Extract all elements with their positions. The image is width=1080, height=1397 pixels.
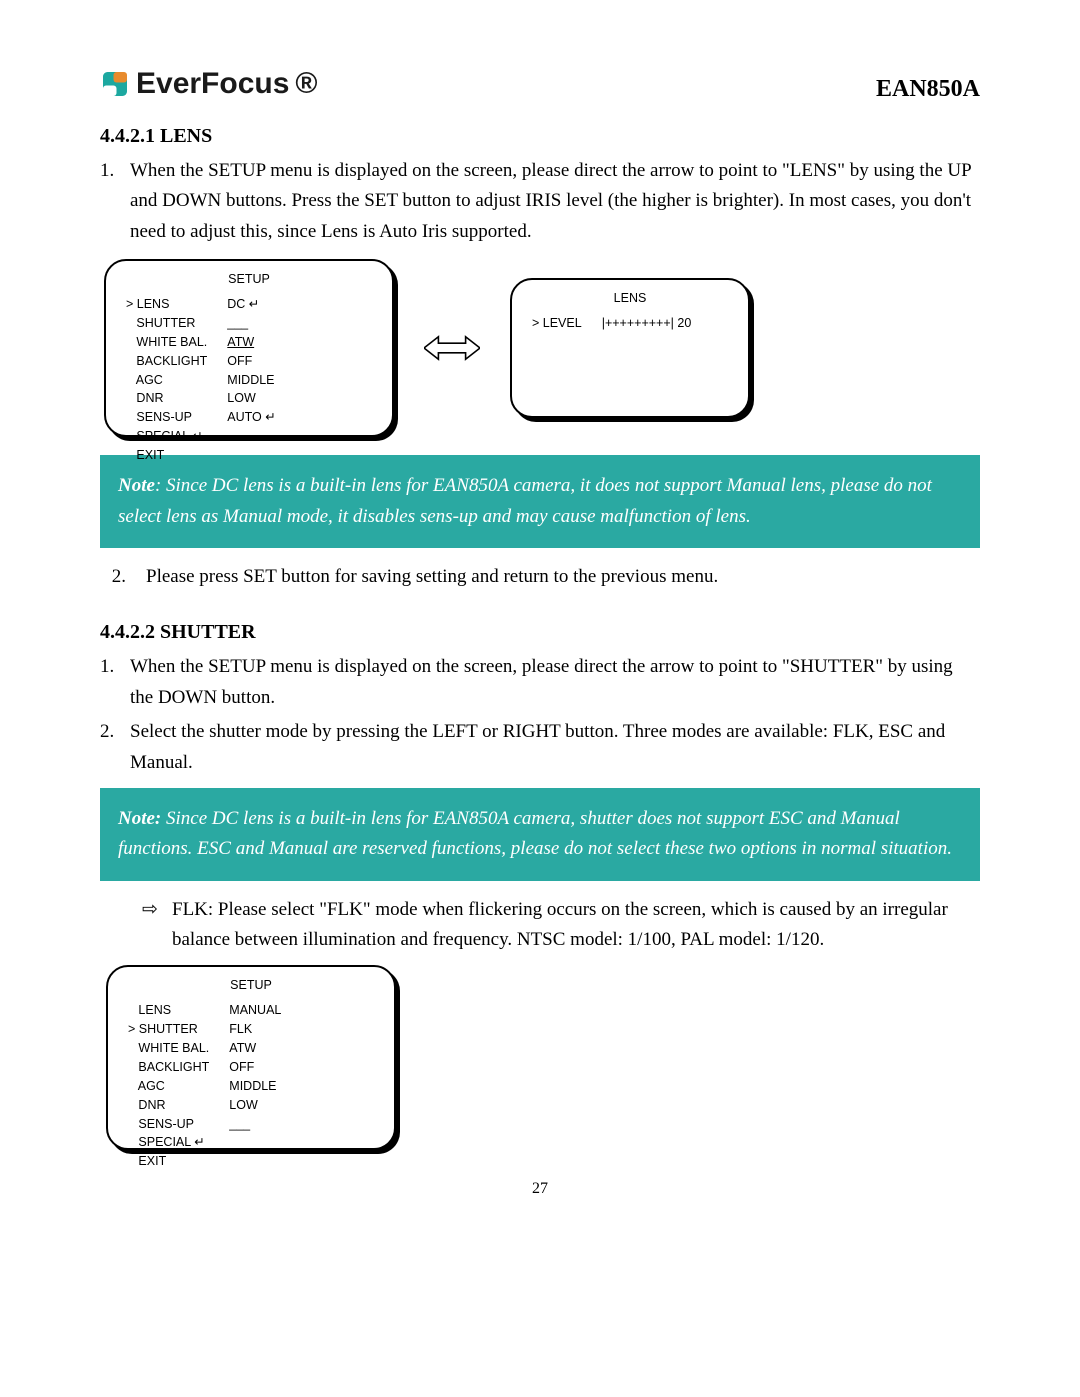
shutter-setup-menu-box: SETUP LENSMANUAL > SHUTTERFLK WHITE BAL.… (106, 965, 396, 1150)
double-arrow-icon (424, 328, 480, 368)
section-shutter-heading: 4.4.2.2 SHUTTER (100, 616, 980, 648)
brand-logo: EverFocus® (100, 60, 318, 108)
shutter-note-box: Note: Since DC lens is a built-in lens f… (100, 788, 980, 881)
section-lens-heading: 4.4.2.1 LENS (100, 120, 980, 152)
shutter-item-1: 1. When the SETUP menu is displayed on t… (100, 652, 980, 713)
setup-menu-box: SETUP > LENSDC ↵ SHUTTER___ WHITE BAL.AT… (104, 259, 394, 437)
logo-reg: ® (295, 60, 317, 108)
shutter-item-2: 2. Select the shutter mode by pressing t… (100, 717, 980, 778)
lens-item-2: 2. Please press SET button for saving se… (100, 562, 980, 592)
page-number: 27 (100, 1176, 980, 1202)
lens-item-1: 1. When the SETUP menu is displayed on t… (100, 156, 980, 247)
shutter-flk-bullet: ⇨ FLK: Please select "FLK" mode when fli… (100, 895, 980, 956)
lens-note-box: Note: Since DC lens is a built-in lens f… (100, 455, 980, 548)
model-label: EAN850A (876, 70, 980, 108)
logo-text: EverFocus (136, 60, 289, 108)
page-header: EverFocus® EAN850A (100, 60, 980, 108)
lens-menu-box: LENS > LEVEL |+++++++++| 20 (510, 278, 750, 418)
lens-menu-diagram: SETUP > LENSDC ↵ SHUTTER___ WHITE BAL.AT… (100, 259, 980, 437)
everfocus-icon (100, 69, 130, 99)
